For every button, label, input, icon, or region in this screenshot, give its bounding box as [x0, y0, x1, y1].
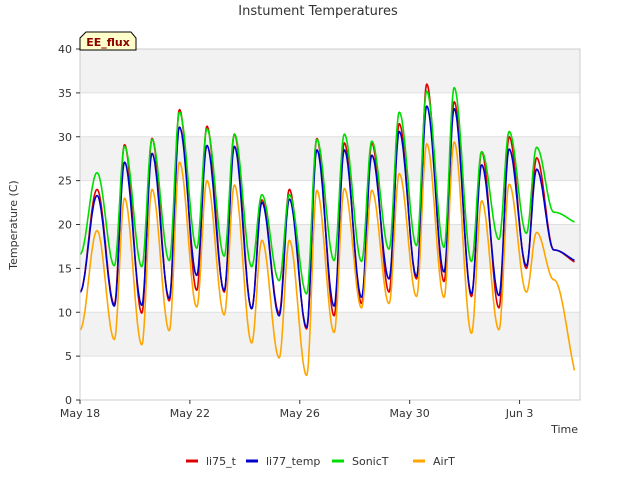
legend: li75_t li77_temp SonicT AirT	[186, 455, 455, 468]
y-tick-label: 5	[65, 350, 72, 363]
x-tick-label: May 22	[170, 407, 210, 420]
grid-band	[80, 356, 580, 400]
x-axis-ticks: May 18 May 22 May 26 May 30 Jun 3	[60, 400, 534, 420]
grid-bands	[80, 48, 580, 401]
legend-label: SonicT	[352, 455, 389, 468]
y-tick-label: 35	[58, 87, 72, 100]
site-tag-label: EE_flux	[86, 36, 130, 49]
x-axis-label: Time	[550, 423, 578, 436]
legend-item: li75_t	[186, 455, 237, 468]
legend-label: li75_t	[206, 455, 237, 468]
y-axis-label: Temperature (C)	[7, 180, 20, 270]
y-tick-label: 10	[58, 306, 72, 319]
series-line-li77-temp	[79, 105, 575, 329]
grid-band	[80, 92, 580, 137]
y-tick-label: 30	[58, 131, 72, 144]
y-tick-label: 0	[65, 394, 72, 407]
series-line-airt	[79, 141, 576, 377]
y-tick-label: 40	[58, 43, 72, 56]
y-tick-label: 25	[58, 175, 72, 188]
chart-title: Instument Temperatures	[238, 4, 398, 19]
legend-item: li77_temp	[246, 455, 320, 468]
site-tag-box: EE_flux	[79, 31, 137, 51]
series-layer	[79, 83, 576, 377]
legend-label: li77_temp	[266, 455, 320, 468]
x-tick-label: May 30	[390, 407, 430, 420]
y-axis-ticks: 0 5 10 15 20 25 30 35 40	[58, 43, 80, 407]
legend-item: SonicT	[332, 455, 389, 468]
site-tag-shape	[79, 31, 137, 51]
legend-item: AirT	[413, 455, 455, 468]
x-tick-label: Jun 3	[505, 407, 534, 420]
x-tick-label: May 26	[280, 407, 320, 420]
legend-label: AirT	[433, 455, 455, 468]
y-tick-label: 20	[58, 219, 72, 232]
x-tick-label: May 18	[60, 407, 100, 420]
series-line-sonict	[79, 86, 575, 295]
grid-band	[80, 180, 580, 225]
grid-band	[80, 136, 580, 181]
y-tick-label: 15	[58, 262, 72, 275]
grid-band	[80, 49, 580, 93]
